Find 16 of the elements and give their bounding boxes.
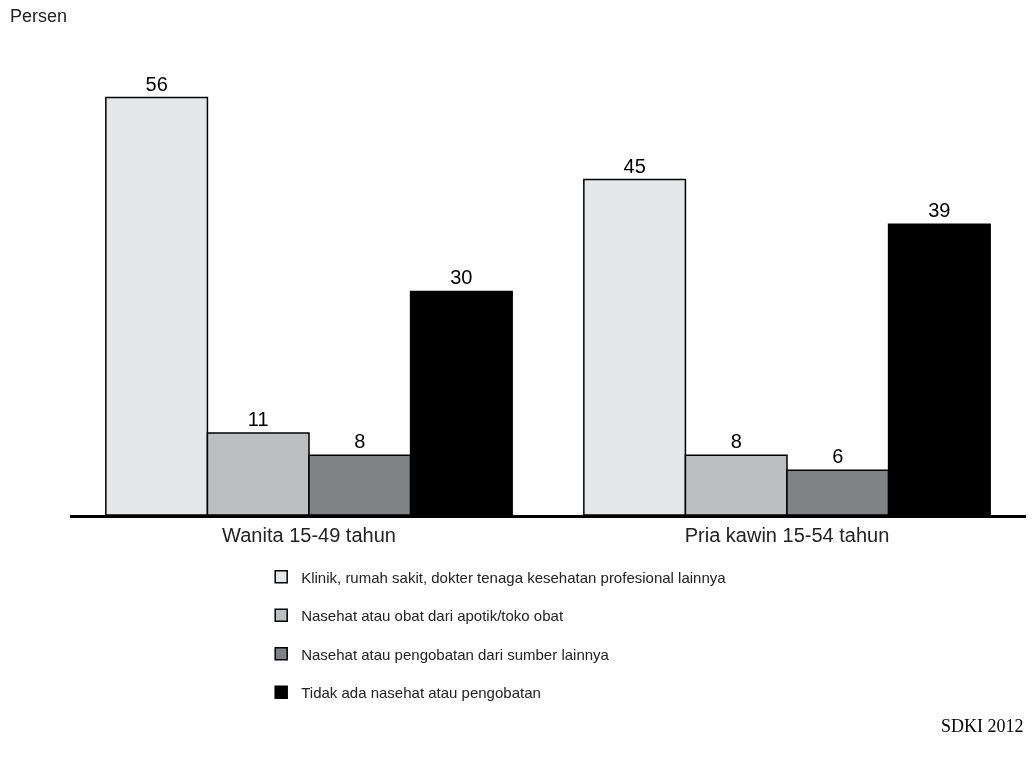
data-label: 39 — [928, 199, 951, 222]
legend-label: Nasehat atau obat dari apotik/toko obat — [301, 607, 564, 625]
data-label: 30 — [450, 266, 473, 289]
data-label: 8 — [730, 430, 742, 453]
data-label: 6 — [832, 445, 844, 468]
legend-label: Klinik, rumah sakit, dokter tenaga kesehatan profesional lainnya — [301, 568, 727, 586]
legend-label: Nasehat atau pengobatan dari sumber lainnya — [301, 645, 610, 663]
text: SDKI 2012 — [941, 716, 1024, 736]
data-label: 45 — [623, 154, 646, 177]
y-axis-title: Persen — [10, 6, 68, 26]
data-label: 8 — [354, 430, 366, 453]
legend-label: Tidak ada nasehat atau pengobatan — [301, 684, 541, 702]
x-tick-label: Pria kawin 15-54 tahun — [684, 523, 890, 546]
data-label: 11 — [247, 408, 269, 430]
data-label: 56 — [145, 72, 168, 95]
x-tick-label: Wanita 15-49 tahun — [222, 523, 396, 546]
